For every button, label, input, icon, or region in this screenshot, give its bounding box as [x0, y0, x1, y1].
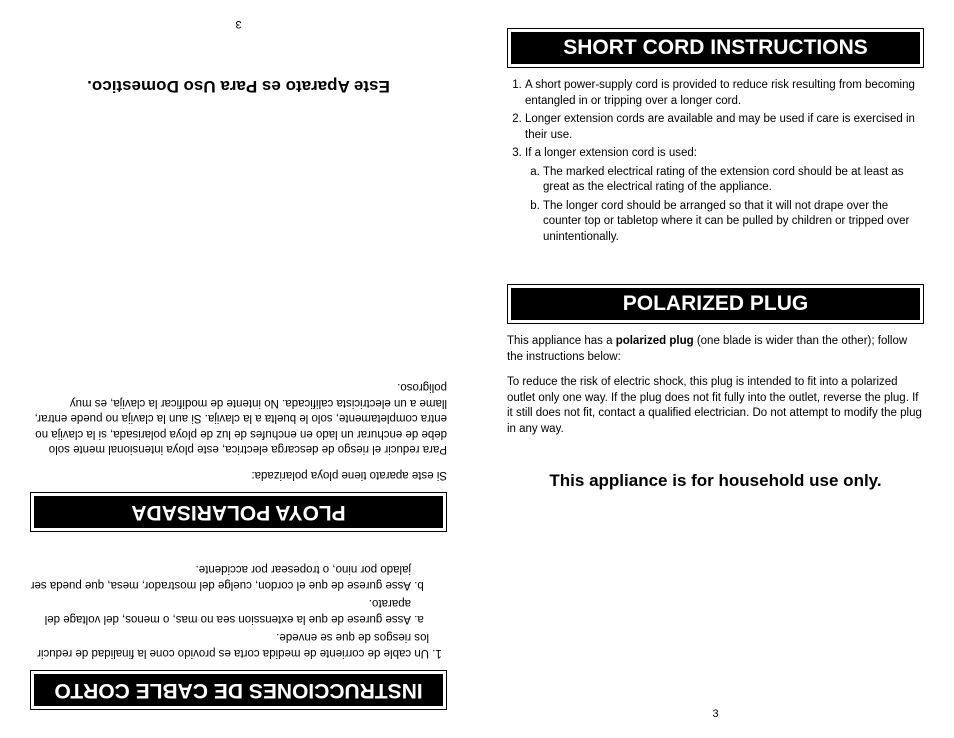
plug-para1: This appliance has a polarized plug (one…	[507, 334, 924, 365]
heading-box-cable-corto: INSTRUCCIONES DE CABLE CORTO	[30, 670, 447, 710]
heading-short-cord: SHORT CORD INSTRUCTIONS	[511, 32, 920, 64]
sc-li-3: If a longer extension cord is used: The …	[525, 146, 924, 245]
li-1a: Asse gurese de que la extenssion sea no …	[30, 595, 411, 626]
plug-p1-a: This appliance has a	[507, 335, 616, 347]
sublist-cable: Asse gurese de que la extenssion sea no …	[30, 561, 429, 626]
li-1b: Asse gurese de que el cordon, cuelge del…	[30, 561, 411, 592]
page-number-left: 3	[30, 18, 447, 40]
li-1: Un cable de corriente de medida corta es…	[30, 561, 429, 660]
ploya-para1: Si este aparato tiene ploya polarizada:	[30, 466, 447, 482]
heading-ploya: PLOYA POLARISADA	[34, 496, 443, 528]
sc-li-3b: The longer cord should be arranged so th…	[543, 199, 924, 246]
heading-box-ploya: PLOYA POLARISADA	[30, 492, 447, 532]
household-line-en: This appliance is for household use only…	[507, 471, 924, 491]
sc-li-2: Longer extension cords are available and…	[525, 112, 924, 143]
household-line-es: Este Aparato es Para Uso Domestico.	[30, 76, 447, 96]
list-short-cord: A short power-supply cord is provided to…	[507, 78, 924, 248]
right-page: SHORT CORD INSTRUCTIONS A short power-su…	[477, 0, 954, 738]
ploya-para2: Para reducir el riesgo de descarga elect…	[30, 379, 447, 457]
li-1-text: Un cable de corriente de medida corta es…	[37, 631, 429, 659]
plug-para2: To reduce the risk of electric shock, th…	[507, 375, 924, 437]
heading-box-short-cord: SHORT CORD INSTRUCTIONS	[507, 28, 924, 68]
heading-box-polarized: POLARIZED PLUG	[507, 284, 924, 324]
sc-li-3a: The marked electrical rating of the exte…	[543, 165, 924, 196]
sc-sublist: The marked electrical rating of the exte…	[525, 165, 924, 246]
page-number-right: 3	[507, 698, 924, 720]
heading-cable-corto: INSTRUCCIONES DE CABLE CORTO	[34, 674, 443, 706]
plug-p1-b: polarized plug	[616, 335, 694, 347]
left-page-rotated: INSTRUCCIONES DE CABLE CORTO Un cable de…	[0, 0, 477, 738]
sc-li-3-text: If a longer extension cord is used:	[525, 147, 697, 159]
heading-polarized: POLARIZED PLUG	[511, 288, 920, 320]
sc-li-1: A short power-supply cord is provided to…	[525, 78, 924, 109]
booklet-spread: INSTRUCCIONES DE CABLE CORTO Un cable de…	[0, 0, 954, 738]
list-cable-corto: Un cable de corriente de medida corta es…	[30, 558, 447, 660]
